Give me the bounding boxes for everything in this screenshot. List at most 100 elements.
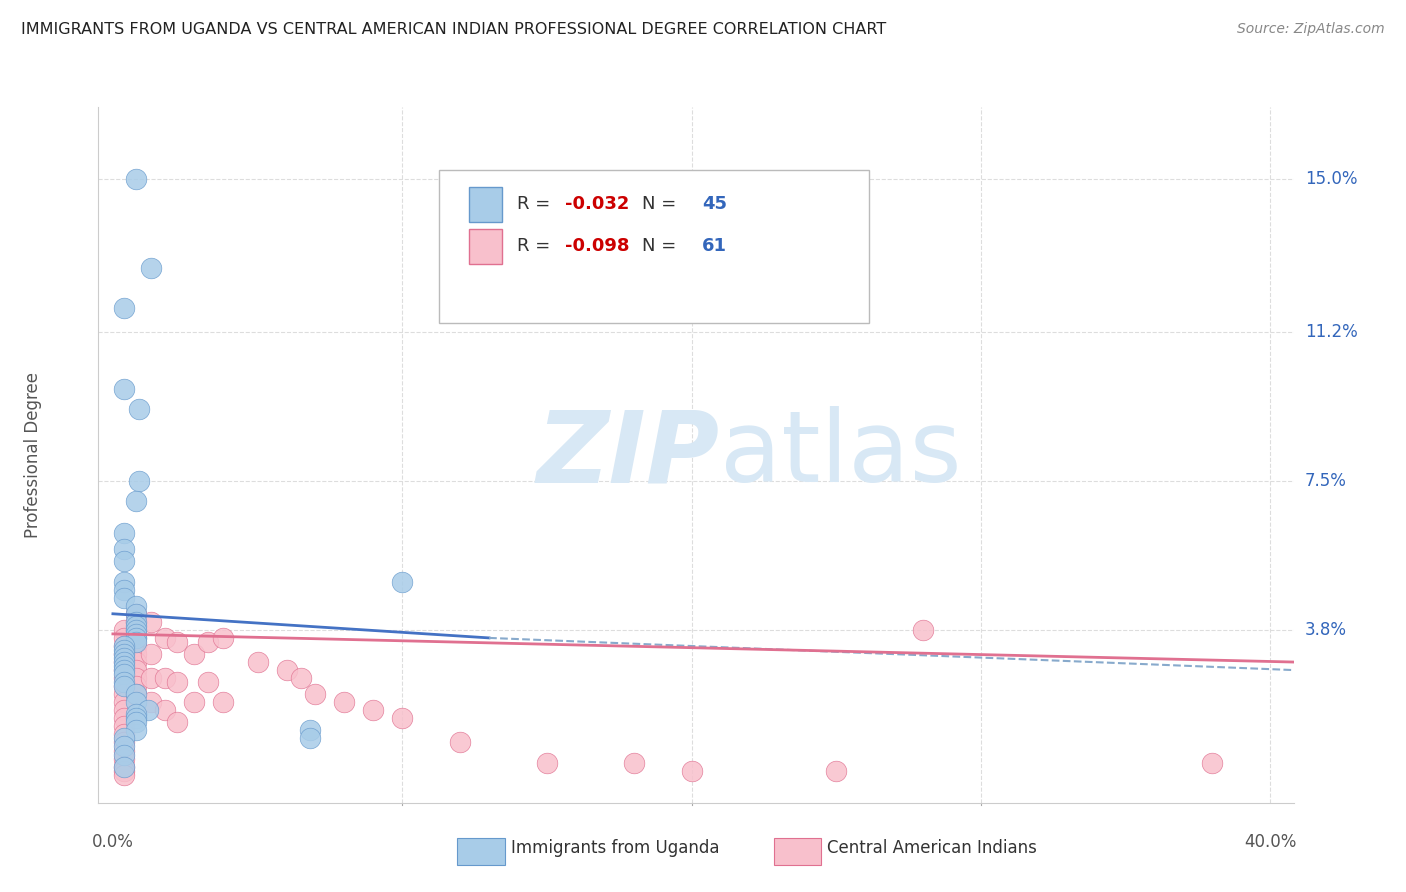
- Point: [211, 631, 233, 645]
- Point: [183, 695, 205, 709]
- Text: N =: N =: [643, 195, 682, 213]
- Point: [290, 671, 312, 685]
- Point: [125, 715, 148, 730]
- Point: [825, 764, 848, 778]
- Text: 11.2%: 11.2%: [1305, 323, 1357, 342]
- Text: N =: N =: [643, 237, 682, 255]
- Point: [125, 687, 148, 701]
- Point: [114, 639, 136, 653]
- Point: [114, 655, 136, 669]
- Point: [125, 619, 148, 633]
- Text: -0.032: -0.032: [565, 195, 628, 213]
- Point: [114, 759, 136, 773]
- Text: Immigrants from Uganda: Immigrants from Uganda: [510, 839, 720, 857]
- Point: [298, 731, 321, 746]
- Point: [125, 615, 148, 629]
- Point: [125, 494, 148, 508]
- Point: [153, 631, 176, 645]
- Point: [623, 756, 645, 770]
- Text: 15.0%: 15.0%: [1305, 170, 1357, 188]
- Point: [125, 695, 148, 709]
- Point: [153, 703, 176, 717]
- Point: [114, 643, 136, 657]
- Point: [114, 659, 136, 673]
- Point: [114, 719, 136, 733]
- Point: [114, 651, 136, 665]
- Text: Central American Indians: Central American Indians: [827, 839, 1038, 857]
- Text: -0.098: -0.098: [565, 237, 628, 255]
- Point: [153, 671, 176, 685]
- Point: [139, 647, 162, 661]
- Point: [114, 542, 136, 557]
- Point: [139, 615, 162, 629]
- Point: [125, 647, 148, 661]
- Point: [125, 687, 148, 701]
- Point: [125, 711, 148, 725]
- Point: [125, 723, 148, 738]
- Point: [183, 647, 205, 661]
- Point: [363, 703, 385, 717]
- Point: [114, 582, 136, 597]
- Point: [246, 655, 269, 669]
- Point: [114, 711, 136, 725]
- Point: [136, 703, 159, 717]
- Point: [125, 615, 148, 629]
- Point: [125, 663, 148, 677]
- Text: 61: 61: [702, 237, 727, 255]
- Text: ZIP: ZIP: [537, 407, 720, 503]
- Point: [125, 607, 148, 621]
- Point: [449, 735, 471, 749]
- Point: [114, 574, 136, 589]
- Point: [114, 727, 136, 741]
- Point: [125, 655, 148, 669]
- Point: [114, 735, 136, 749]
- Point: [276, 663, 298, 677]
- Point: [114, 747, 136, 762]
- Point: [114, 623, 136, 637]
- Point: [114, 554, 136, 568]
- Text: 45: 45: [702, 195, 727, 213]
- Point: [166, 715, 188, 730]
- Point: [166, 635, 188, 649]
- Point: [681, 764, 703, 778]
- Point: [114, 663, 136, 677]
- Point: [125, 679, 148, 693]
- Point: [125, 639, 148, 653]
- Point: [125, 172, 148, 186]
- Point: [125, 607, 148, 621]
- Text: 7.5%: 7.5%: [1305, 472, 1347, 490]
- Bar: [470, 228, 502, 263]
- Bar: [470, 187, 502, 222]
- Point: [128, 474, 150, 488]
- Point: [125, 631, 148, 645]
- Text: Professional Degree: Professional Degree: [24, 372, 42, 538]
- Point: [114, 639, 136, 653]
- Text: R =: R =: [517, 195, 555, 213]
- Point: [114, 695, 136, 709]
- Point: [125, 627, 148, 641]
- Point: [536, 756, 558, 770]
- Point: [114, 743, 136, 757]
- Point: [125, 623, 148, 637]
- Point: [114, 679, 136, 693]
- Point: [114, 382, 136, 396]
- Point: [128, 401, 150, 416]
- Text: Source: ZipAtlas.com: Source: ZipAtlas.com: [1237, 22, 1385, 37]
- Point: [125, 599, 148, 613]
- Point: [139, 695, 162, 709]
- Point: [211, 695, 233, 709]
- Point: [114, 703, 136, 717]
- Point: [114, 767, 136, 781]
- Text: IMMIGRANTS FROM UGANDA VS CENTRAL AMERICAN INDIAN PROFESSIONAL DEGREE CORRELATIO: IMMIGRANTS FROM UGANDA VS CENTRAL AMERIC…: [21, 22, 886, 37]
- Point: [114, 301, 136, 315]
- Point: [114, 739, 136, 754]
- Point: [114, 675, 136, 690]
- Point: [125, 631, 148, 645]
- Point: [114, 526, 136, 541]
- Point: [125, 623, 148, 637]
- Point: [114, 647, 136, 661]
- Text: 3.8%: 3.8%: [1305, 621, 1347, 639]
- Point: [114, 687, 136, 701]
- Point: [125, 671, 148, 685]
- Point: [114, 663, 136, 677]
